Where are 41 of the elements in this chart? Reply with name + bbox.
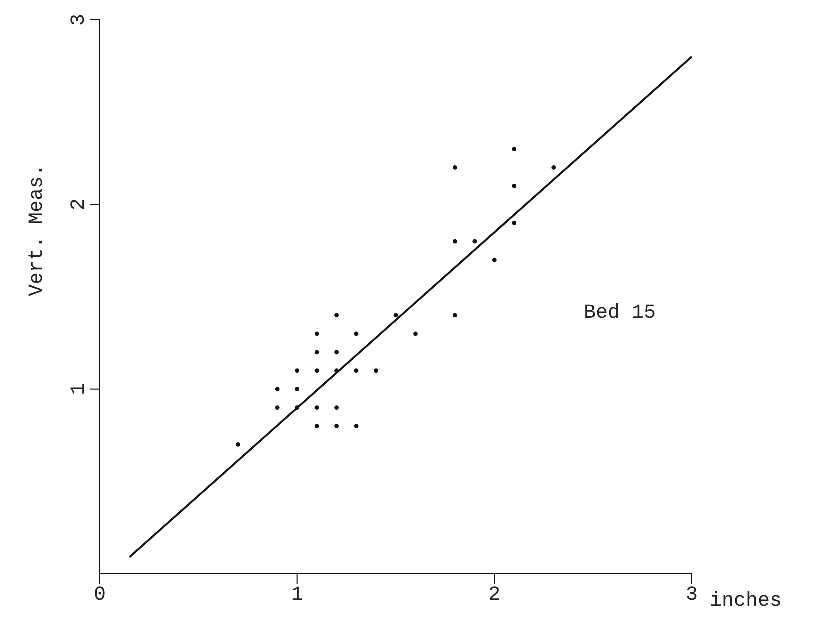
point [453, 166, 458, 170]
point [334, 406, 339, 410]
point [512, 147, 517, 152]
x-axis-title: inches [710, 590, 782, 613]
x-tick-label: 0 [94, 584, 106, 608]
point [314, 368, 320, 374]
point [334, 368, 339, 374]
x-tick-label: 2 [488, 584, 501, 608]
annotation: Bed 15 [584, 302, 656, 325]
point [453, 313, 458, 318]
y-tick-label: 2 [68, 198, 91, 211]
point [512, 220, 517, 226]
point [354, 424, 359, 428]
point [492, 258, 497, 262]
point [295, 368, 300, 374]
point [314, 350, 320, 355]
point [414, 332, 418, 336]
x-tick-label: 3 [686, 584, 698, 608]
x-tick-label: 1 [291, 584, 304, 608]
point [334, 313, 339, 318]
point [394, 313, 398, 318]
point [374, 368, 378, 374]
point [275, 387, 280, 392]
point [354, 332, 359, 336]
point [552, 166, 556, 170]
point [236, 442, 240, 447]
point [512, 184, 517, 188]
point [334, 424, 339, 428]
point [314, 424, 320, 428]
point [314, 332, 320, 336]
y-axis-title: Vert. Meas. [26, 164, 49, 297]
point [354, 368, 359, 374]
point [334, 350, 339, 355]
y-tick-label: 1 [68, 383, 91, 396]
point [453, 239, 458, 244]
point [472, 239, 478, 244]
point [314, 406, 320, 410]
point [295, 406, 300, 410]
point [275, 406, 280, 410]
point [295, 387, 300, 392]
y-tick-label: 3 [68, 14, 91, 26]
